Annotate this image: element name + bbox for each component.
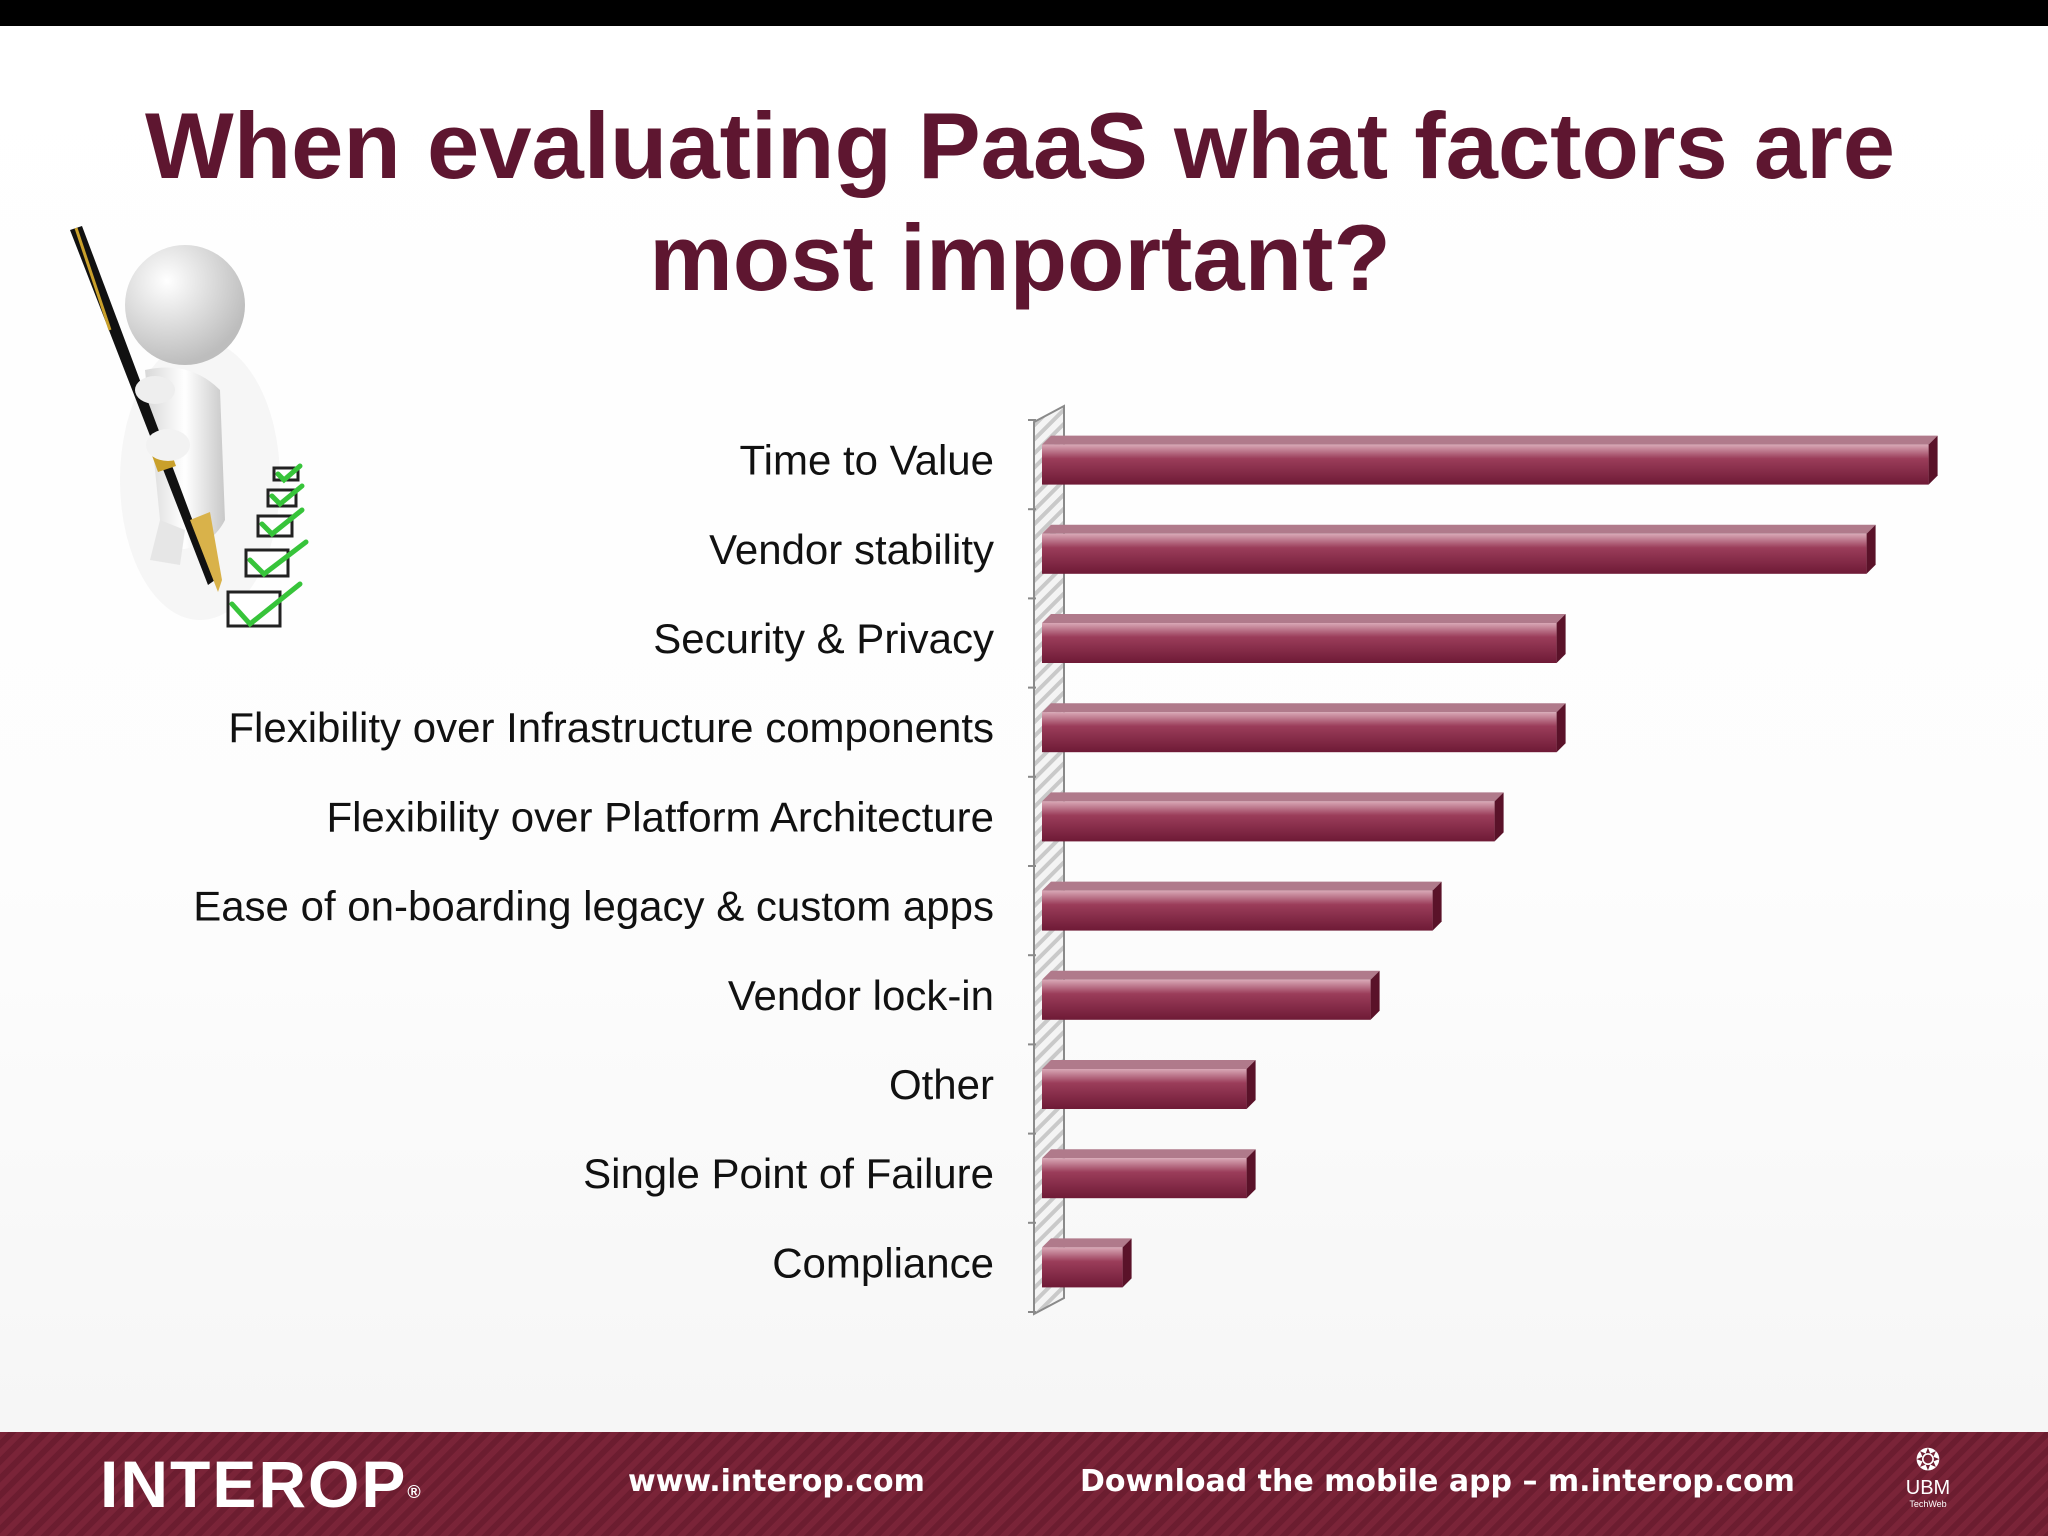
category-label: Flexibility over Infrastructure componen… [228,704,994,751]
bar-side [1432,881,1442,931]
ubm-globe-icon: ❂ [1915,1444,1941,1477]
bar [1042,623,1557,663]
website-link[interactable]: www.interop.com [628,1464,925,1499]
slide-title-line-2: most important? [649,205,1391,310]
bar-side [1866,524,1876,574]
bar-side [1246,1149,1256,1199]
bar-side [1556,614,1566,663]
category-label: Flexibility over Platform Architecture [326,793,994,840]
bar [1042,1069,1247,1109]
ubm-logo: ❂ UBM TechWeb [1900,1444,1956,1528]
bar-top [1042,435,1938,445]
bar-top [1042,970,1380,980]
interop-logo: INTEROP® [100,1442,423,1526]
interop-logo-text: INTEROP [100,1447,408,1521]
bar-top [1042,792,1504,802]
slide-title-line-1: When evaluating PaaS what factors are [145,93,1895,198]
bar [1042,712,1557,753]
category-label: Time to Value [740,437,994,484]
bar [1042,979,1371,1020]
bar [1042,444,1929,485]
bar-side [1494,792,1504,842]
bars [1042,435,1938,1288]
bar-top [1042,1149,1256,1159]
category-label: Security & Privacy [653,615,994,662]
category-label: Ease of on-boarding legacy & custom apps [193,883,994,930]
bar-top [1042,524,1876,534]
bar [1042,1158,1247,1199]
slide [0,26,2048,1432]
category-label: Vendor lock-in [728,972,994,1019]
bar [1042,533,1867,574]
top-black-bar [0,0,2048,26]
slide-title: When evaluating PaaS what factors are mo… [120,90,1920,314]
ubm-name: UBM [1905,1477,1951,1499]
bar [1042,801,1495,842]
mobile-app-link[interactable]: Download the mobile app – m.interop.com [1080,1464,1795,1499]
bar-top [1042,1060,1256,1069]
bar-side [1928,435,1938,485]
footer-bar: INTEROP® www.interop.com Download the mo… [0,1432,2048,1536]
bar [1042,1247,1123,1288]
bar-chart: Time to Value Vendor stability Security & … [193,404,1938,1316]
category-label: Other [889,1061,994,1108]
bar-top [1042,1238,1132,1248]
bar-top [1042,614,1566,623]
bar-side [1246,1060,1256,1109]
bar-side [1122,1238,1132,1288]
category-label: Vendor stability [709,526,994,573]
bar-top [1042,703,1566,713]
bar [1042,890,1433,931]
bar-top [1042,881,1442,891]
ubm-sub: TechWeb [1909,1499,1947,1509]
category-labels: Time to Value Vendor stability Security & … [193,437,994,1287]
category-label: Single Point of Failure [583,1150,994,1197]
registered-mark: ® [407,1482,423,1502]
bar-side [1370,970,1380,1020]
bar-side [1556,703,1566,753]
checklist-figure-illustration [70,226,309,628]
category-label: Compliance [772,1239,994,1286]
